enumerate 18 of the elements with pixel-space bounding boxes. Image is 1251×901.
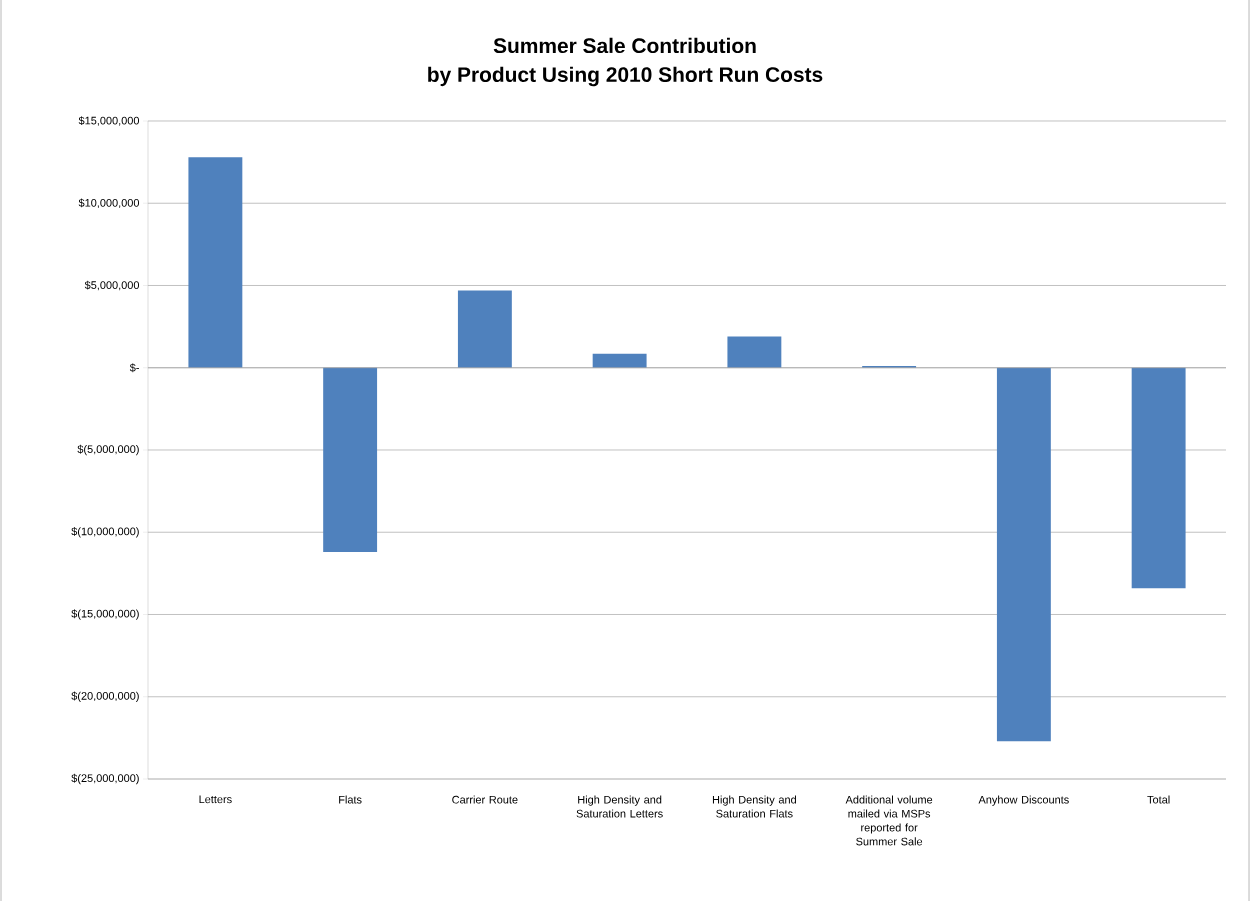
x-tick-label: Additional volume mailed via MSPs reported for Summer Sale: [845, 795, 933, 846]
x-tick-label: High Density and Saturation Letters: [576, 795, 663, 818]
chart-title: Summer Sale Contribution by Product Using 2010 Short Run Costs: [428, 37, 823, 87]
y-tick-label: $(20,000,000): [71, 691, 139, 702]
x-tick-label: High Density and Saturation Flats: [712, 795, 796, 818]
x-tick-label: Anyhow Discounts: [978, 795, 1069, 806]
x-tick-label: Letters: [199, 795, 232, 804]
y-tick-label: $(25,000,000): [71, 773, 139, 785]
y-tick-label: $(10,000,000): [71, 527, 139, 538]
y-tick-label: $(15,000,000): [71, 609, 139, 620]
y-tick-label: $5,000,000: [84, 280, 140, 291]
x-tick-label: Total: [1147, 795, 1170, 804]
x-tick-label: Flats: [339, 795, 362, 804]
y-tick-label: $15,000,000: [78, 116, 140, 126]
y-tick-label: $(5,000,000): [77, 444, 139, 456]
x-tick-label: Carrier Route: [452, 795, 518, 804]
y-tick-label: $10,000,000: [78, 198, 140, 208]
y-tick-label: $-: [129, 363, 139, 373]
